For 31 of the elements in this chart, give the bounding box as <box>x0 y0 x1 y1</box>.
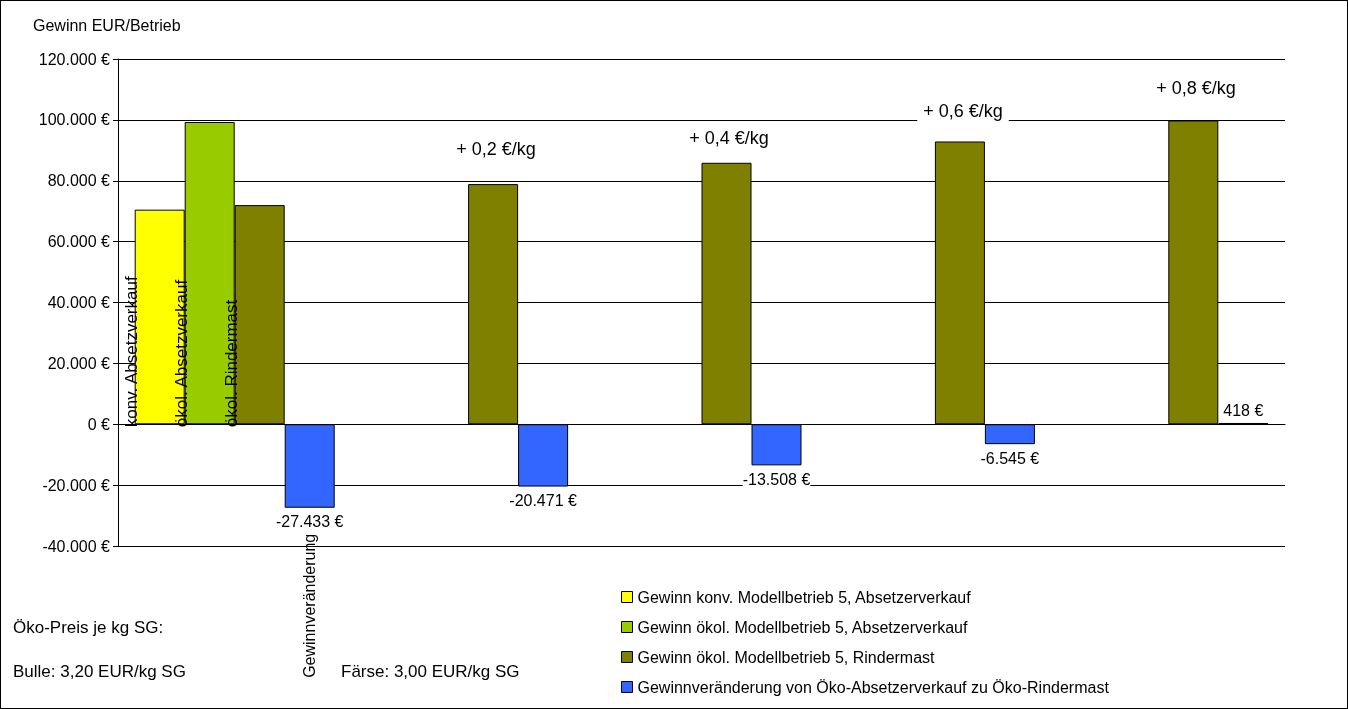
y-axis-title: Gewinn EUR/Betrieb <box>33 16 181 34</box>
y-tick-label: 40.000 € <box>47 294 111 311</box>
data-label: ökol. Absetzverkauf <box>171 279 191 428</box>
legend-label: Gewinn ökol. Modellbetrieb 5, Absetzerverkauf <box>637 618 969 636</box>
annotation: Gewinnveränderung <box>301 533 319 678</box>
data-label: 418 € <box>1223 402 1264 420</box>
data-label: -27.433 € <box>275 513 344 531</box>
legend-label: Gewinn konv. Modellbetrieb 5, Absetzerverkauf <box>637 588 972 606</box>
legend-label: Gewinnveränderung von Öko-Absetzerverkauf zu Öko-Rindermast <box>637 678 1110 696</box>
data-label: ökol. Rindermast <box>221 299 241 428</box>
annotation: + 0,4 €/kg <box>689 128 769 148</box>
legend-label: Gewinn ökol. Modellbetrieb 5, Rindermast <box>637 648 936 666</box>
data-label: konv. Absetzverkauf <box>121 276 141 428</box>
annotation: + 0,2 €/kg <box>456 139 536 159</box>
annotation: + 0,6 €/kg <box>923 101 1003 121</box>
data-label: -13.508 € <box>742 470 811 488</box>
y-tick-label: 80.000 € <box>47 172 111 190</box>
text: Färse: 3,00 EUR/kg SG <box>341 662 520 681</box>
annotation: + 0,8 €/kg <box>1156 78 1236 98</box>
data-label: -20.471 € <box>509 492 578 510</box>
y-tick-label: -20.000 € <box>42 476 111 494</box>
y-tick-label: 60.000 € <box>47 233 111 251</box>
text: Öko-Preis je kg SG: <box>13 618 164 637</box>
bar <box>984 424 1035 445</box>
y-tick-label: 0 € <box>87 415 111 433</box>
y-tick-label: 120.000 € <box>38 50 111 68</box>
y-tick-label: -40.000 € <box>42 537 111 555</box>
y-tick-label: 100.000 € <box>38 111 111 129</box>
y-tick-label: 20.000 € <box>47 354 111 372</box>
data-label: -6.545 € <box>980 449 1040 467</box>
text: Bulle: 3,20 EUR/kg SG <box>13 662 186 681</box>
